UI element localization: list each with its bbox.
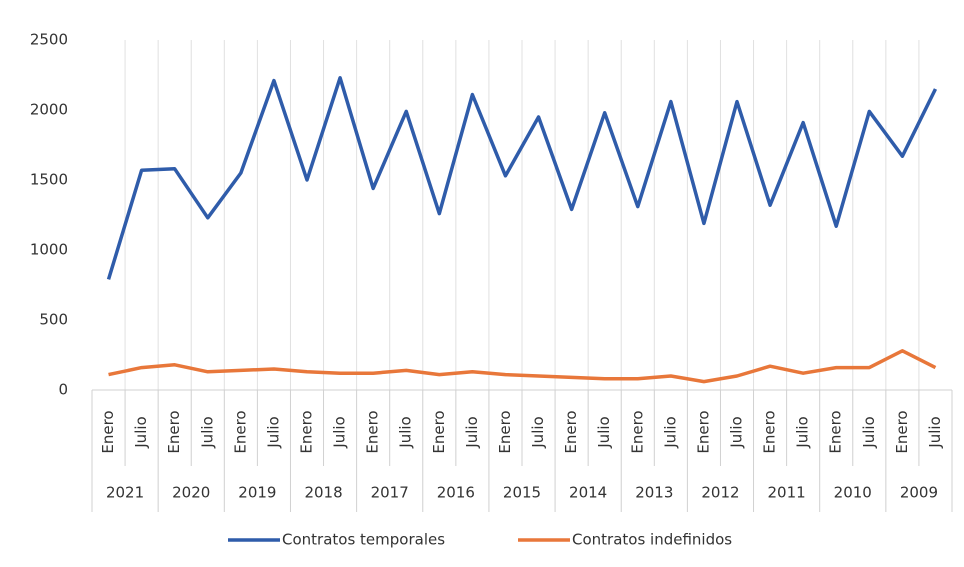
group-label: 2014 <box>569 484 607 502</box>
x-tick-label: Enero <box>231 410 249 453</box>
y-tick-label: 0 <box>58 381 68 399</box>
group-label: 2009 <box>900 484 938 502</box>
x-tick-label: Enero <box>298 410 316 453</box>
y-tick-label: 1000 <box>30 241 68 259</box>
legend-label: Contratos indefinidos <box>572 531 732 549</box>
x-tick-label: Julio <box>529 416 547 448</box>
x-tick-label: Enero <box>562 410 580 453</box>
x-tick-label: Julio <box>198 416 216 448</box>
group-label: 2020 <box>172 484 210 502</box>
y-tick-label: 2500 <box>30 31 68 49</box>
x-tick-label: Julio <box>860 416 878 448</box>
x-tick-label: Julio <box>397 416 415 448</box>
x-tick-label: Julio <box>132 416 150 448</box>
group-label: 2012 <box>701 484 739 502</box>
x-tick-label: Julio <box>595 416 613 448</box>
x-tick-label: Julio <box>661 416 679 448</box>
group-label: 2010 <box>834 484 872 502</box>
group-label: 2011 <box>768 484 806 502</box>
group-label: 2015 <box>503 484 541 502</box>
x-tick-label: Enero <box>165 410 183 453</box>
line-series <box>108 349 937 384</box>
x-tick-label: Julio <box>728 416 746 448</box>
x-tick-label: Enero <box>694 410 712 453</box>
group-label: 2016 <box>437 484 475 502</box>
x-tick-label: Enero <box>99 410 117 453</box>
x-tick-label: Enero <box>364 410 382 453</box>
x-tick-label: Julio <box>794 416 812 448</box>
line-series <box>106 76 938 280</box>
x-tick-label: Enero <box>893 410 911 453</box>
y-tick-label: 2000 <box>30 101 68 119</box>
x-tick-label: Enero <box>430 410 448 453</box>
group-label: 2013 <box>635 484 673 502</box>
x-tick-label: Enero <box>628 410 646 453</box>
y-tick-label: 1500 <box>30 171 68 189</box>
x-tick-label: Julio <box>331 416 349 448</box>
x-tick-label: Julio <box>264 416 282 448</box>
x-tick-label: Julio <box>463 416 481 448</box>
x-tick-label: Enero <box>496 410 514 453</box>
group-label: 2021 <box>106 484 144 502</box>
x-tick-label: Julio <box>926 416 944 448</box>
x-tick-label: Enero <box>761 410 779 453</box>
group-label: 2018 <box>304 484 342 502</box>
group-label: 2017 <box>371 484 409 502</box>
y-tick-label: 500 <box>39 311 68 329</box>
group-label: 2019 <box>238 484 276 502</box>
x-tick-label: Enero <box>827 410 845 453</box>
legend-label: Contratos temporales <box>282 531 445 549</box>
